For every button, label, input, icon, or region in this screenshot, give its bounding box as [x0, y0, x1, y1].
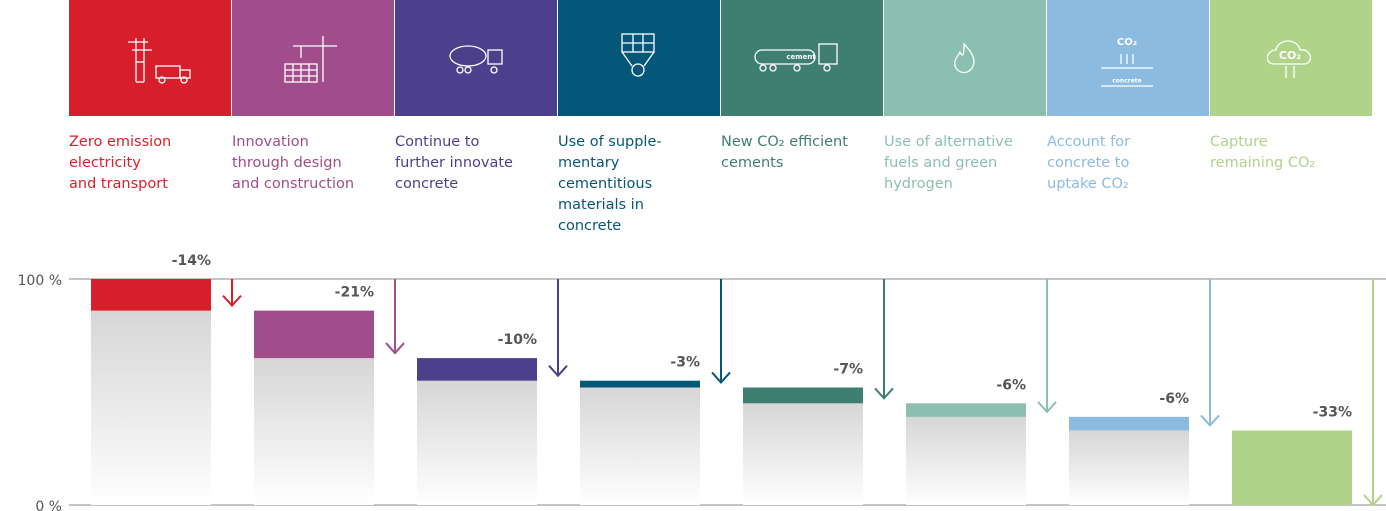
remaining-bar: [743, 403, 863, 505]
icon-crane: [284, 36, 337, 83]
arrow: [1363, 279, 1383, 507]
category-label: Zero emission: [69, 134, 171, 150]
category-label: Innovation: [232, 134, 309, 150]
value-label: -33%: [1313, 404, 1352, 420]
icons: [128, 33, 1311, 87]
reduction-bar: [580, 380, 700, 388]
icon-pylon: [128, 38, 191, 84]
reduction-bar: [906, 403, 1026, 417]
tile: [1210, 0, 1372, 116]
category-label: Continue to: [395, 134, 479, 150]
category-label: concrete to: [1047, 155, 1129, 171]
category-label: and transport: [69, 176, 168, 192]
category-label: concrete: [395, 176, 458, 192]
reduction-bar: [1069, 416, 1189, 431]
category-label: mentary: [558, 155, 620, 171]
category-label: further innovate: [395, 155, 513, 171]
arrow-shape: [385, 279, 405, 355]
reduction-bar: [417, 358, 537, 381]
category-label: electricity: [69, 155, 141, 171]
y-tick-label: 100 %: [18, 273, 62, 289]
tile: [558, 0, 720, 116]
tile: [1047, 0, 1209, 116]
arrow: [385, 279, 405, 355]
remaining-bar: [906, 416, 1026, 505]
reduction-bar: [254, 310, 374, 359]
arrow-shape: [1200, 279, 1220, 427]
arrow: [711, 279, 731, 384]
y-tick-label: 0 %: [35, 499, 62, 511]
arrow-shape: [874, 279, 894, 400]
remaining-bar: [417, 380, 537, 505]
icon-truck: [754, 43, 838, 72]
arrow: [548, 279, 568, 378]
arrow-shape: [1363, 279, 1383, 507]
icon-cloud: [1266, 40, 1311, 78]
category-label: concrete: [558, 218, 621, 234]
tile: [721, 0, 883, 116]
category-label: Account for: [1047, 134, 1130, 150]
category-label: materials in: [558, 197, 644, 213]
category-label: Use of alternative: [884, 134, 1013, 150]
icon-text: CO₂: [1279, 49, 1301, 62]
category-label: Capture: [1210, 134, 1268, 150]
icon-text: CO₂: [1117, 37, 1137, 48]
category-label: through design: [232, 155, 342, 171]
icon-flame: [954, 42, 975, 74]
reduction-bar: [743, 387, 863, 404]
remaining-bar: [580, 387, 700, 505]
value-label: -7%: [833, 361, 863, 377]
icon-mixer: [449, 45, 503, 74]
value-label: -21%: [335, 285, 374, 301]
category-label: fuels and green: [884, 155, 997, 171]
icon-uptake: [1101, 54, 1153, 87]
value-label: -3%: [670, 355, 700, 371]
value-label: -14%: [172, 253, 211, 269]
category-label: hydrogen: [884, 176, 953, 192]
value-label: -6%: [1159, 391, 1189, 407]
remaining-bar: [91, 310, 211, 505]
remaining-bar: [1069, 430, 1189, 505]
arrow: [1200, 279, 1220, 427]
category-label: Use of supple-: [558, 134, 662, 150]
category-label: cements: [721, 155, 783, 171]
arrow: [222, 279, 242, 308]
value-label: -10%: [498, 332, 537, 348]
category-label: uptake CO₂: [1047, 176, 1129, 192]
value-label: -6%: [996, 377, 1026, 393]
tile: [69, 0, 231, 116]
arrow-shape: [1037, 279, 1057, 414]
tile: [884, 0, 1046, 116]
icon-text: concrete: [1112, 78, 1141, 85]
tile: [395, 0, 557, 116]
category-label: New CO₂ efficient: [721, 134, 848, 150]
reduction-bar: [1232, 430, 1352, 505]
category-label: remaining CO₂: [1210, 155, 1315, 171]
arrow: [1037, 279, 1057, 414]
reduction-bar: [91, 279, 211, 311]
category-label: and construction: [232, 176, 354, 192]
arrow-shape: [548, 279, 568, 378]
arrow-shape: [711, 279, 731, 384]
category-label: cementitious: [558, 176, 652, 192]
icon-text: cement: [786, 53, 816, 61]
icon-silo: [621, 33, 655, 77]
remaining-bar: [254, 358, 374, 505]
arrow: [874, 279, 894, 400]
tile: [232, 0, 394, 116]
arrow-shape: [222, 279, 242, 308]
